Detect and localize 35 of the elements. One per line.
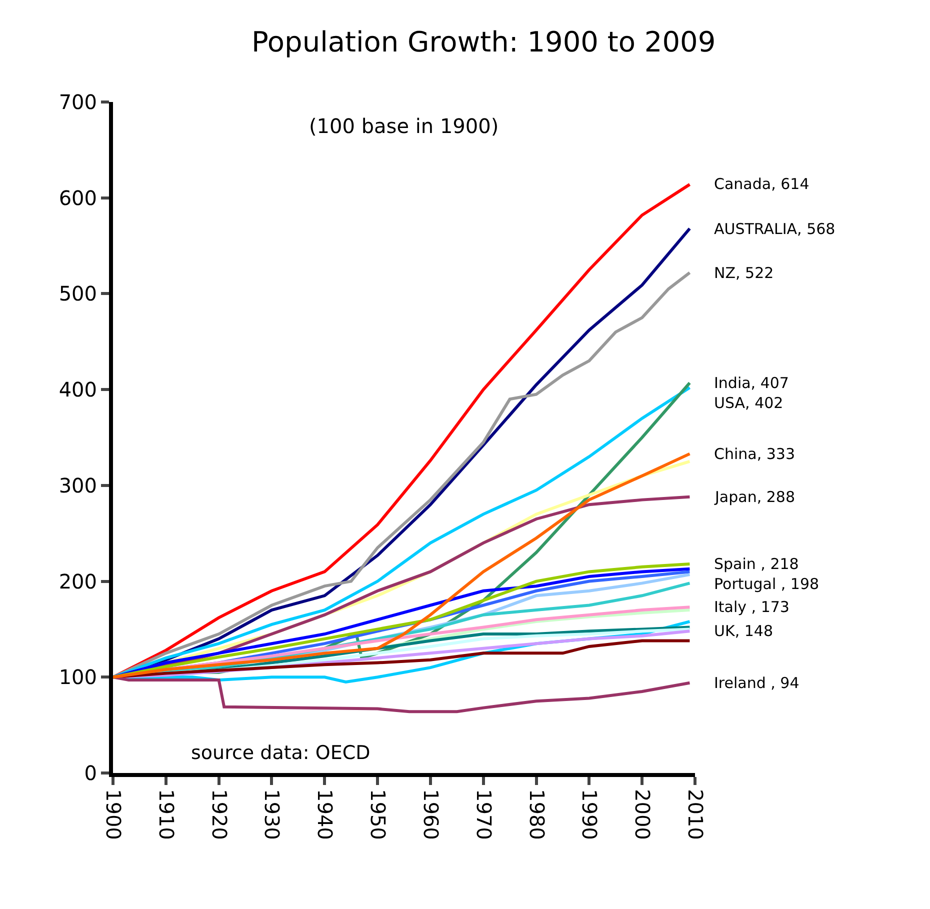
- x-tick-label: 1900: [102, 789, 126, 840]
- annotation: source data: OECD: [191, 742, 370, 764]
- x-tick-label: 1940: [313, 789, 338, 840]
- x-tick-label: 1950: [366, 789, 390, 840]
- series-label: USA, 402: [714, 394, 784, 412]
- y-tick-label: 400: [58, 378, 97, 402]
- x-tick-label: 2010: [684, 789, 708, 840]
- series-label: Italy , 173: [714, 598, 790, 616]
- y-tick-label: 200: [58, 569, 97, 594]
- series-label: India, 407: [714, 374, 789, 392]
- y-tick-label: 500: [58, 282, 97, 306]
- y-tick-label: 100: [58, 665, 97, 690]
- series-label: Ireland , 94: [714, 674, 800, 692]
- series-label: UK, 148: [714, 622, 773, 640]
- x-tick-label: 1980: [524, 789, 549, 840]
- series-label: Portugal , 198: [714, 575, 820, 593]
- y-tick-label: 700: [58, 90, 97, 114]
- series-label: Canada, 614: [714, 175, 810, 193]
- text: (100 base in 1900): [309, 114, 499, 138]
- series-label: Spain , 218: [714, 555, 799, 573]
- x-tick-label: 1910: [154, 789, 178, 840]
- series-label: Japan, 288: [714, 488, 796, 506]
- x-tick-label: 1990: [578, 789, 602, 840]
- y-tick-label: 0: [84, 761, 97, 785]
- x-tick-label: 1960: [418, 789, 443, 840]
- chart-title: Population Growth: 1900 to 2009: [252, 25, 716, 58]
- series-label: AUSTRALIA, 568: [714, 220, 836, 238]
- y-tick-label: 600: [58, 186, 97, 210]
- series-label: NZ, 522: [714, 264, 774, 282]
- x-tick-label: 1920: [207, 789, 232, 840]
- x-tick-label: 2000: [630, 789, 655, 840]
- series-label: China, 333: [714, 445, 796, 463]
- x-tick-label: 1930: [260, 789, 284, 840]
- x-tick-label: 1970: [472, 789, 496, 840]
- y-tick-label: 300: [58, 473, 97, 498]
